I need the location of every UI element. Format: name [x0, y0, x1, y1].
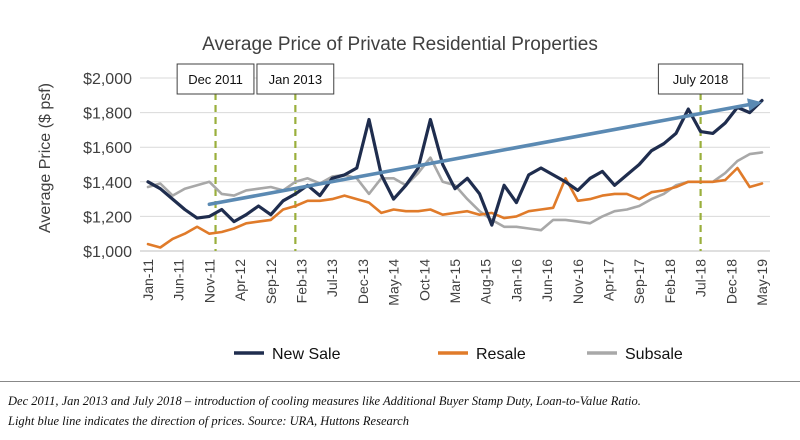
- chart-title: Average Price of Private Residential Pro…: [202, 34, 598, 55]
- x-tick-label: Jul-13: [324, 259, 340, 297]
- chart-area: Average Price of Private Residential Pro…: [37, 34, 770, 363]
- x-tick-labels: Jan-11 Jun-11 Nov-11 Apr-12 Sep-12 Feb-13 Jul-…: [140, 259, 770, 306]
- x-tick-label: Dec-13: [355, 259, 371, 304]
- series-lines: [146, 98, 764, 249]
- annotation-box: [256, 63, 335, 95]
- annotation-box: [657, 63, 744, 95]
- x-tick-label: Nov-16: [570, 259, 586, 304]
- x-tick-label: Apr-12: [232, 259, 248, 301]
- legend: New Sale Resale Subsale: [234, 346, 683, 363]
- annotation-label: July 2018: [673, 72, 729, 87]
- trend-arrow-line: [207, 102, 751, 207]
- series-line-resale: [146, 166, 764, 249]
- x-tick-label: Feb-18: [662, 259, 678, 304]
- y-tick-label: $1,600: [83, 140, 132, 157]
- x-tick-label: May-14: [386, 259, 402, 306]
- x-tick-label: Aug-15: [478, 259, 494, 304]
- y-tick-label: $1,800: [83, 106, 132, 123]
- y-tick-label: $2,000: [83, 71, 132, 88]
- x-tick-label: Oct-14: [416, 259, 432, 301]
- annotation-label: Jan 2013: [269, 72, 323, 87]
- x-tick-label: Jun-16: [539, 259, 555, 302]
- x-tick-label: Dec-18: [723, 259, 739, 304]
- annotation-box: [176, 63, 255, 95]
- x-tick-label: Jun-11: [171, 259, 187, 301]
- y-tick-label: $1,200: [83, 209, 132, 226]
- y-tick-labels: $1,000 $1,200 $1,400 $1,600 $1,800 $2,000: [83, 71, 132, 261]
- gridlines: [140, 77, 770, 252]
- x-tick-label: Jul-18: [693, 259, 709, 297]
- price-line-chart: Average Price of Private Residential Pro…: [37, 34, 770, 363]
- x-tick-label: Mar-15: [447, 259, 463, 304]
- legend-label: Resale: [476, 346, 526, 363]
- x-tick-label: Jan-16: [508, 259, 524, 302]
- y-tick-label: $1,000: [83, 244, 132, 261]
- annotation-label: Dec 2011: [188, 72, 243, 87]
- trend-arrow-head: [747, 98, 762, 112]
- series-line-new-sale: [146, 98, 764, 227]
- x-tick-label: Sep-12: [263, 259, 279, 304]
- legend-label: New Sale: [272, 346, 341, 363]
- caption-line-2: Light blue line indicates the direction …: [8, 414, 409, 428]
- trend-arrow: [207, 98, 762, 207]
- y-axis-label: Average Price ($ psf): [37, 83, 54, 233]
- x-tick-label: Apr-17: [601, 259, 617, 301]
- caption-divider: [0, 381, 800, 382]
- x-tick-label: Sep-17: [631, 259, 647, 304]
- x-tick-label: May-19: [754, 259, 770, 306]
- policy-markers: Dec 2011 Jan 2013 July 2018: [176, 63, 744, 251]
- caption-line-1: Dec 2011, Jan 2013 and July 2018 – intro…: [8, 394, 641, 408]
- x-tick-label: Jan-11: [140, 259, 156, 301]
- legend-label: Subsale: [625, 346, 683, 363]
- x-tick-label: Nov-11: [201, 259, 217, 303]
- x-tick-label: Feb-13: [294, 259, 310, 304]
- y-tick-label: $1,400: [83, 175, 132, 192]
